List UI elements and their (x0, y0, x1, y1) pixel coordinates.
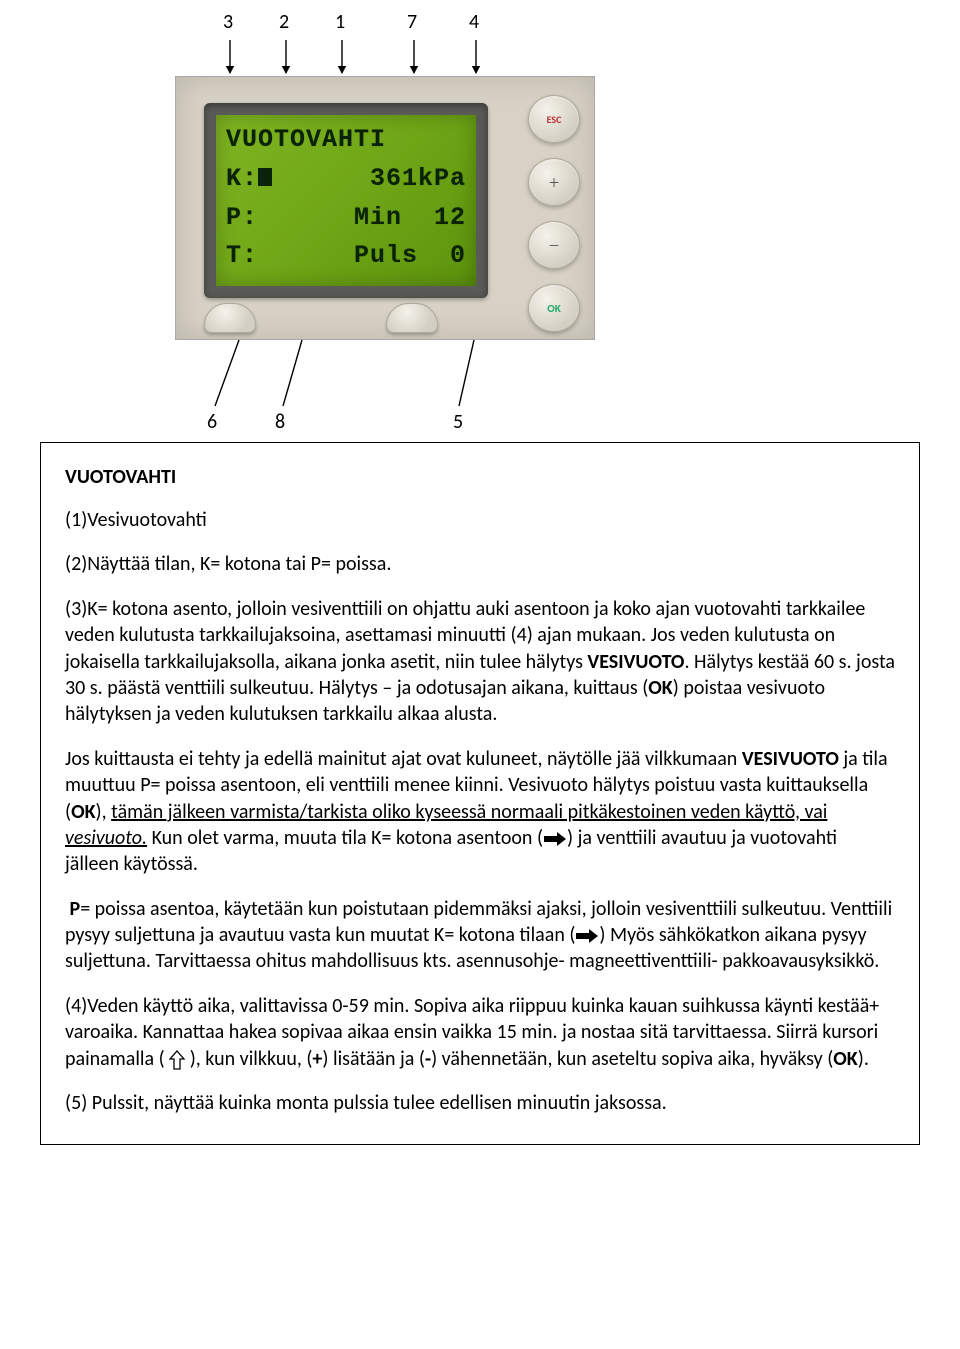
label-6: 6 (207, 410, 217, 434)
para-2: (2)Näyttää tilan, K= kotona tai P= poiss… (65, 551, 895, 577)
lcd-line3: P:Min 12 (226, 199, 466, 238)
para-7: (5) Pulssit, näyttää kuinka monta pulssi… (65, 1090, 895, 1116)
right-nav-button[interactable] (386, 303, 438, 333)
esc-button[interactable]: ESC (528, 95, 580, 143)
arrow-right-icon (575, 928, 599, 944)
lcd-screen: VUOTOVAHTI K:361kPa P:Min 12 T:Puls 0 (216, 115, 476, 286)
content-box: VUOTOVAHTI (1)Vesivuotovahti (2)Näyttää … (40, 442, 920, 1145)
label-4: 4 (469, 10, 479, 34)
para-5: P= poissa asentoa, käytetään kun poistut… (65, 896, 895, 975)
diagram-bottom-labels: 6 8 5 (175, 410, 595, 436)
label-5: 5 (453, 410, 463, 434)
section-title: VUOTOVAHTI (65, 465, 895, 489)
ok-button[interactable]: OK (528, 284, 580, 332)
label-8: 8 (275, 410, 285, 434)
device-photo: VUOTOVAHTI K:361kPa P:Min 12 T:Puls 0 ES… (175, 76, 595, 340)
label-2: 2 (279, 10, 289, 34)
lcd-frame: VUOTOVAHTI K:361kPa P:Min 12 T:Puls 0 (204, 103, 488, 298)
para-1: (1)Vesivuotovahti (65, 507, 895, 533)
plus-button[interactable]: ＋ (528, 158, 580, 206)
lcd-line1: VUOTOVAHTI (226, 121, 466, 160)
para-3: (3)K= kotona asento, jolloin vesiventtii… (65, 596, 895, 728)
arrow-right-icon (543, 831, 567, 847)
diagram-top-arrows (175, 40, 595, 76)
lcd-line4: T:Puls 0 (226, 237, 466, 276)
lcd-line2: K:361kPa (226, 160, 466, 199)
left-nav-button[interactable] (204, 303, 256, 333)
minus-button[interactable]: － (528, 221, 580, 269)
para-6: (4)Veden käyttö aika, valittavissa 0-59 … (65, 993, 895, 1072)
label-1: 1 (335, 10, 345, 34)
label-3: 3 (223, 10, 233, 34)
diagram-bottom-arrows (175, 340, 595, 410)
label-7: 7 (407, 10, 417, 34)
arrow-up-icon (169, 1050, 185, 1070)
diagram-top-labels: 3 2 1 7 4 (175, 10, 595, 40)
para-4: Jos kuittausta ei tehty ja edellä mainit… (65, 746, 895, 878)
